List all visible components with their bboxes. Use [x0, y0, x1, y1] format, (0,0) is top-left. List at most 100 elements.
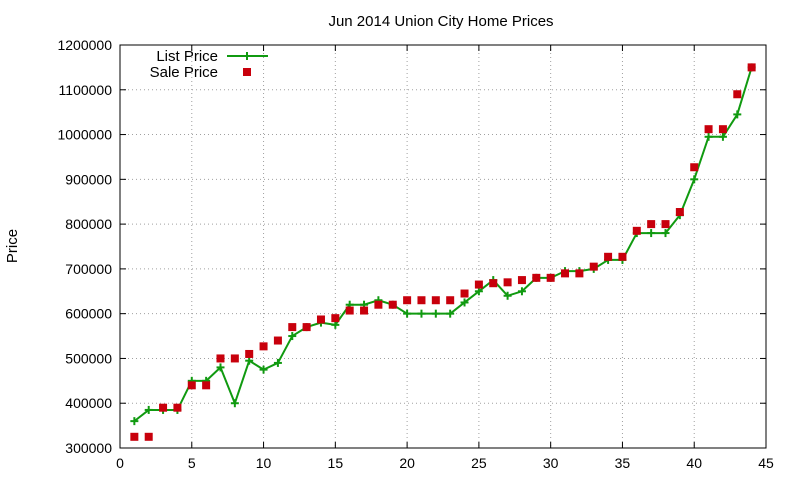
y-tick-label: 600000 — [65, 306, 112, 322]
x-tick-label: 30 — [543, 455, 559, 471]
y-tick-label: 1000000 — [57, 127, 112, 143]
y-tick-label: 1200000 — [57, 37, 112, 53]
list-price-point — [460, 298, 469, 307]
plot-frame — [119, 44, 767, 449]
sale-price-point — [704, 125, 713, 134]
tick-labels: 0 5 10 15 20 25 30 35 40 45 300000 400000 500000 6000… — [57, 37, 774, 471]
sale-price-point — [575, 269, 584, 278]
legend-marker-sale-price — [243, 68, 251, 76]
sale-price-point — [417, 296, 426, 305]
y-tick-label: 500000 — [65, 350, 112, 366]
sale-price-point — [288, 323, 297, 332]
sale-price-point — [388, 300, 397, 309]
list-price-point — [661, 229, 670, 238]
list-price-point — [690, 175, 699, 184]
sale-price-point — [647, 220, 656, 229]
sale-price-point — [216, 354, 225, 363]
sale-price-point — [632, 226, 641, 235]
sale-price-point — [360, 306, 369, 315]
list-price-point — [446, 309, 455, 318]
sale-price-point — [345, 306, 354, 315]
list-price-point — [718, 132, 727, 141]
y-tick-label: 300000 — [65, 440, 112, 456]
series — [130, 63, 756, 441]
sale-price-point — [144, 432, 153, 441]
sale-price-point — [690, 163, 699, 172]
sale-price-point — [374, 300, 383, 309]
list-price-point — [259, 365, 268, 374]
axis-ticks — [119, 44, 767, 449]
list-price-point — [331, 320, 340, 329]
sale-price-point — [431, 296, 440, 305]
x-tick-label: 0 — [116, 455, 124, 471]
list-price-point — [733, 110, 742, 119]
sale-price-point — [604, 252, 613, 261]
legend-label-list-price: List Price — [156, 48, 218, 65]
sale-price-point — [446, 296, 455, 305]
x-tick-label: 5 — [188, 455, 196, 471]
sale-price-point — [517, 276, 526, 285]
sale-price-point — [589, 262, 598, 271]
list-price-point — [273, 358, 282, 367]
grid — [120, 45, 766, 448]
chart-title: Jun 2014 Union City Home Prices — [328, 13, 553, 30]
sale-price-point — [474, 280, 483, 289]
sale-price-point — [202, 381, 211, 390]
sale-price-point — [259, 342, 268, 351]
series-line-list-price — [133, 67, 753, 422]
y-tick-label: 400000 — [65, 395, 112, 411]
list-price-point — [130, 417, 139, 426]
sale-price-point — [503, 278, 512, 287]
list-price-point — [417, 309, 426, 318]
sale-price-point — [316, 315, 325, 324]
sale-price-point — [230, 354, 239, 363]
list-price-point — [216, 363, 225, 372]
sale-price-point — [173, 403, 182, 412]
list-price-point — [647, 229, 656, 238]
sale-price-point — [747, 63, 756, 72]
list-price-point — [403, 309, 412, 318]
sale-price-point — [130, 432, 139, 441]
list-price-point — [474, 287, 483, 296]
y-axis-label: Price — [4, 229, 21, 263]
sale-price-point — [618, 252, 627, 261]
x-tick-label: 45 — [758, 455, 774, 471]
x-tick-label: 20 — [399, 455, 415, 471]
sale-price-point — [733, 90, 742, 99]
list-price-point — [503, 291, 512, 300]
sale-price-point — [273, 336, 282, 345]
y-tick-label: 900000 — [65, 171, 112, 187]
y-tick-label: 1100000 — [59, 82, 113, 98]
sale-price-point — [718, 125, 727, 134]
list-price-point — [704, 132, 713, 141]
list-price-point — [245, 356, 254, 365]
sale-price-point — [661, 220, 670, 229]
sale-price-point — [159, 403, 168, 412]
sale-price-point — [403, 296, 412, 305]
list-price-point — [144, 405, 153, 414]
sale-price-point — [561, 269, 570, 278]
y-tick-label: 700000 — [65, 261, 112, 277]
sale-price-point — [532, 273, 541, 282]
sale-price-point — [489, 279, 498, 288]
sale-price-point — [460, 289, 469, 298]
x-tick-label: 35 — [615, 455, 631, 471]
x-tick-label: 15 — [328, 455, 344, 471]
sale-price-point — [331, 314, 340, 323]
sale-price-point — [245, 349, 254, 358]
sale-price-point — [546, 273, 555, 282]
list-price-point — [230, 399, 239, 408]
sale-price-point — [302, 323, 311, 332]
list-price-point — [517, 287, 526, 296]
sale-price-point — [675, 208, 684, 217]
x-tick-label: 10 — [256, 455, 272, 471]
sale-price-point — [187, 381, 196, 390]
x-tick-label: 40 — [686, 455, 702, 471]
x-tick-label: 25 — [471, 455, 487, 471]
y-tick-label: 800000 — [65, 216, 112, 232]
list-price-point — [288, 332, 297, 341]
list-price-point — [431, 309, 440, 318]
